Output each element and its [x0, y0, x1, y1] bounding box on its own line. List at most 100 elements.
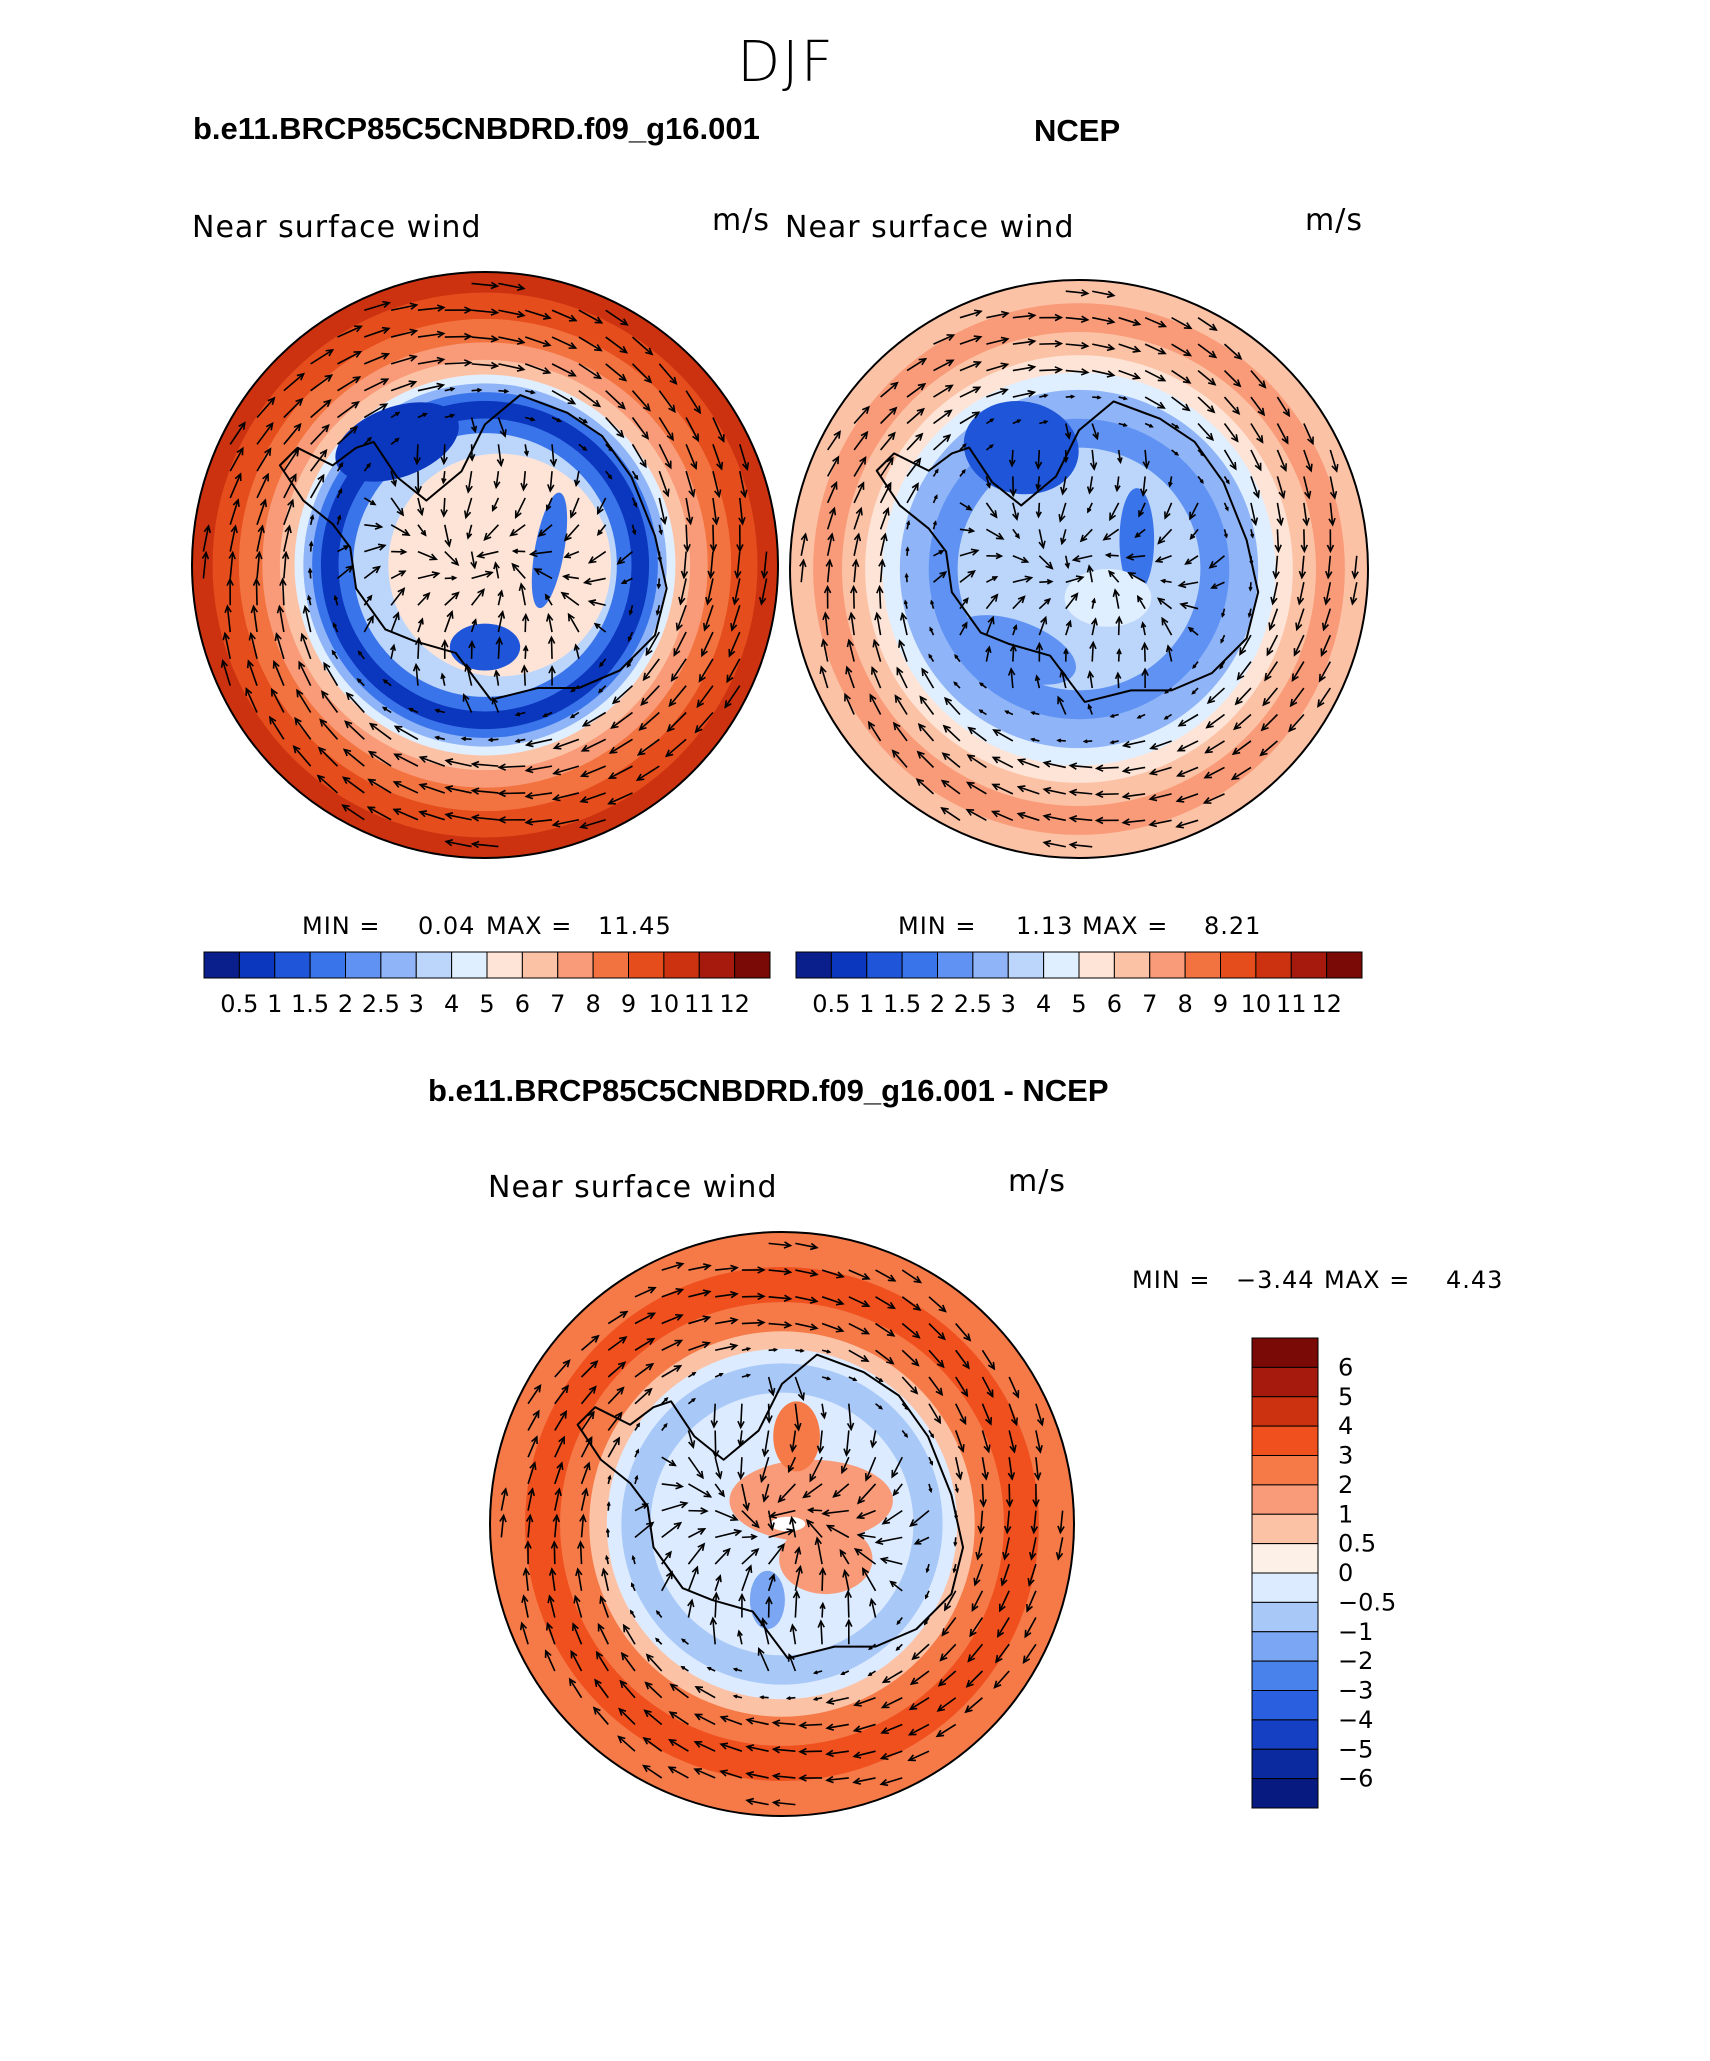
polar-map-difference-wind-vector	[1035, 1403, 1044, 1426]
polar-map-difference-wind-vector-head	[1030, 1525, 1039, 1535]
polar-map-difference-wind-vector	[607, 1387, 624, 1405]
polar-map-difference-wind-vector-head	[911, 1652, 920, 1661]
polar-map-difference-wind-vector-head	[855, 1512, 865, 1520]
polar-map-model-wind-vector-head	[409, 328, 419, 336]
polar-map-model-wind-vector-head	[568, 342, 578, 349]
colorbar-model-tick-label: 2.5	[362, 990, 400, 1018]
colorbar-difference-tick-label: 6	[1338, 1353, 1353, 1381]
polar-map-model-wind-vector-head	[593, 622, 601, 630]
polar-map-difference-wind-vector	[1024, 1617, 1037, 1638]
polar-map-ncep-wind-vector	[932, 571, 947, 583]
polar-map-ncep-wind-vector-head	[1318, 673, 1326, 683]
polar-map-difference-wind-vector-head	[846, 1422, 855, 1432]
polar-map-model-wind-vector-head	[295, 397, 304, 406]
polar-map-difference-wind-vector-head	[816, 1445, 825, 1455]
polar-map-ncep-wind-vector-head	[916, 750, 925, 759]
polar-map-ncep-wind-vector-head	[1016, 419, 1022, 424]
polar-map-difference-wind-vector-head	[880, 1727, 889, 1735]
polar-map-ncep-wind-vector-head	[1090, 617, 1098, 626]
polar-map-model-wind-vector-head	[516, 283, 526, 292]
polar-map-model-wind-vector-head	[544, 593, 551, 600]
polar-map-ncep-wind-vector-head	[1298, 570, 1307, 580]
polar-map-difference-wind-vector-head	[737, 1420, 745, 1430]
polar-map-model-wind-vector	[545, 594, 553, 606]
polar-map-difference-wind-vector-head	[852, 1777, 861, 1785]
polar-map-difference-wind-vector-head	[937, 1332, 946, 1341]
polar-map-model-wind-vector-head	[291, 447, 300, 457]
polar-map-ncep-wind-vector-head	[987, 615, 995, 625]
polar-map-ncep-wind-vector-head	[1030, 711, 1036, 716]
polar-map-difference-wind-vector-head	[668, 1459, 677, 1467]
polar-map-model-wind-vector-head	[407, 707, 414, 713]
polar-map-ncep-wind-vector-head	[1208, 350, 1218, 359]
polar-map-difference-wind-vector	[768, 1322, 791, 1327]
polar-map-difference-wind-vector-head	[794, 1546, 802, 1555]
polar-map-ncep-wind-vector	[933, 334, 954, 345]
polar-map-ncep-wind-vector	[1088, 476, 1094, 493]
polar-map-model-wind-vector	[575, 470, 580, 486]
polar-map-difference-wind-vector-head	[703, 1490, 713, 1498]
polar-map-model-contour-patch	[531, 492, 568, 609]
polar-map-model-wind-vector	[444, 361, 471, 365]
polar-map-difference-wind-vector-head	[878, 1378, 884, 1383]
polar-map-ncep-wind-vector-head	[1320, 648, 1328, 658]
polar-map-difference-wind-vector-head	[954, 1488, 959, 1494]
polar-map-model-wind-vector-head	[551, 820, 561, 828]
colorbar-ncep-tick-label: 6	[1107, 990, 1122, 1018]
polar-map-ncep-wind-vector-head	[1024, 575, 1034, 583]
polar-map-ncep-wind-vector-head	[853, 532, 862, 542]
polar-map-difference-wind-vector-head	[745, 1770, 755, 1779]
polar-map-model-wind-vector	[683, 551, 687, 578]
polar-map-ncep-wind-vector-head	[1257, 407, 1266, 417]
polar-map-model-wind-vector-head	[367, 436, 373, 442]
polar-map-difference-wind-vector-head	[809, 1473, 817, 1483]
polar-map-ncep-wind-vector	[985, 594, 998, 610]
polar-map-difference-wind-vector-head	[700, 1507, 709, 1515]
polar-map-model-wind-vector-head	[490, 308, 500, 316]
polar-map-difference-wind-vector	[768, 1296, 791, 1300]
polar-map-difference-wind-vector	[1001, 1563, 1010, 1586]
polar-map-model-wind-vector	[229, 473, 242, 499]
polar-map-model-wind-vector	[364, 544, 386, 553]
polar-map-ncep-wind-vector-head	[899, 611, 908, 621]
polar-map-difference-wind-vector-head	[601, 1567, 609, 1577]
polar-map-ncep-wind-vector-head	[1183, 322, 1193, 330]
polar-map-difference-wind-vector-head	[745, 1564, 753, 1574]
polar-map-model-wind-vector-head	[740, 489, 748, 499]
polar-map-difference-wind-vector	[580, 1488, 588, 1511]
polar-map-ncep-wind-vector-head	[1295, 622, 1303, 632]
polar-map-difference-wind-vector	[937, 1697, 957, 1712]
polar-map-model-wind-vector	[256, 397, 275, 419]
polar-map-difference-wind-vector-head	[594, 1678, 602, 1688]
polar-map-ncep-wind-vector	[894, 695, 908, 715]
polar-map-ncep-wind-vector	[1061, 529, 1067, 544]
polar-map-difference-wind-vector	[773, 1801, 796, 1806]
variable-label-ncep: Near surface wind	[785, 210, 1075, 245]
polar-map-ncep-wind-vector-head	[1161, 616, 1169, 626]
polar-map-difference-wind-vector-head	[1032, 1499, 1040, 1508]
polar-map-difference-wind-vector	[767, 1574, 775, 1592]
polar-map-model-wind-vector	[515, 497, 526, 518]
polar-map-ncep-wind-vector	[959, 336, 981, 345]
polar-map-model-wind-vector	[394, 725, 419, 741]
polar-map-difference-wind-vector	[791, 1430, 797, 1452]
polar-map-model-wind-vector	[589, 600, 606, 607]
polar-map-model-wind-vector-head	[597, 688, 603, 694]
polar-map-ncep-wind-vector-head	[1112, 588, 1120, 598]
polar-map-difference-wind-vector-head	[599, 1595, 607, 1604]
polar-map-model-wind-vector-head	[487, 737, 494, 743]
polar-map-model-wind-vectors	[201, 281, 769, 849]
polar-map-ncep-wind-vector	[1231, 766, 1252, 780]
polar-map-model-wind-vector-head	[302, 604, 311, 614]
polar-map-difference-wind-vector-head	[965, 1679, 974, 1688]
polar-map-difference-wind-vector-head	[641, 1503, 650, 1510]
polar-map-ncep-wind-vector	[986, 312, 1009, 319]
polar-map-ncep-wind-vector-head	[1057, 695, 1065, 705]
polar-map-difference-wind-vector-head	[783, 1267, 793, 1276]
polar-map-difference-wind-vector-head	[852, 1725, 862, 1733]
polar-map-ncep-wind-vector	[1351, 582, 1358, 604]
polar-map-model-wind-vector	[538, 524, 553, 537]
polar-map-difference-wind-vector	[994, 1670, 1010, 1689]
polar-map-ncep-wind-vector-head	[1027, 389, 1037, 398]
polar-map-model-wind-vector	[685, 524, 689, 551]
